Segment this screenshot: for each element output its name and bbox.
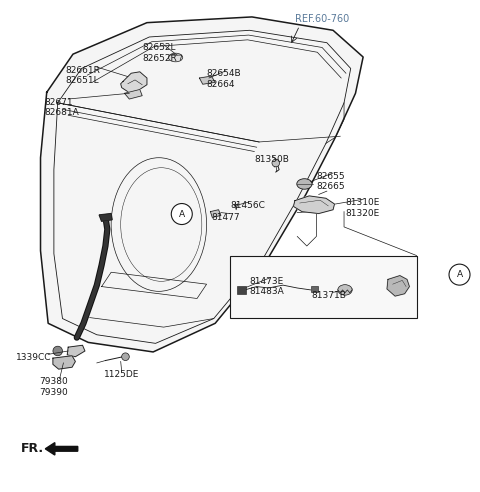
Polygon shape xyxy=(210,210,221,217)
Text: A: A xyxy=(456,270,463,279)
Text: FR.: FR. xyxy=(21,442,44,455)
Bar xyxy=(230,255,417,317)
Text: 81350B: 81350B xyxy=(254,155,289,164)
Ellipse shape xyxy=(168,53,183,62)
Circle shape xyxy=(171,204,192,224)
Bar xyxy=(311,286,318,292)
Circle shape xyxy=(121,353,129,361)
Bar xyxy=(237,286,246,294)
Ellipse shape xyxy=(297,179,312,189)
Polygon shape xyxy=(124,90,142,99)
Ellipse shape xyxy=(338,285,352,295)
Text: 82652L
82652R: 82652L 82652R xyxy=(142,43,177,62)
Text: 81477: 81477 xyxy=(211,213,240,221)
Text: 82661R
82651L: 82661R 82651L xyxy=(66,65,101,85)
Polygon shape xyxy=(67,345,85,357)
Text: 81371B: 81371B xyxy=(312,291,347,300)
Polygon shape xyxy=(120,72,147,93)
Text: 1339CC: 1339CC xyxy=(16,353,51,363)
Text: 82655
82665: 82655 82665 xyxy=(316,172,345,191)
Text: 81473E
81483A: 81473E 81483A xyxy=(250,277,284,296)
Text: 82671
82681A: 82671 82681A xyxy=(44,98,79,118)
Text: REF.60-760: REF.60-760 xyxy=(295,14,349,24)
Text: 82654B
82664: 82654B 82664 xyxy=(206,69,241,89)
Text: 81310E
81320E: 81310E 81320E xyxy=(345,198,379,217)
Polygon shape xyxy=(293,196,335,214)
Polygon shape xyxy=(99,214,112,221)
Text: 79380
79390: 79380 79390 xyxy=(39,377,68,397)
Polygon shape xyxy=(53,356,75,369)
Circle shape xyxy=(272,159,280,167)
Polygon shape xyxy=(387,276,409,296)
Text: 1125DE: 1125DE xyxy=(104,370,139,379)
Polygon shape xyxy=(45,443,78,455)
Polygon shape xyxy=(199,76,215,84)
Polygon shape xyxy=(40,17,363,352)
Circle shape xyxy=(449,264,470,285)
Circle shape xyxy=(53,346,62,356)
Text: 81456C: 81456C xyxy=(230,201,265,210)
Text: A: A xyxy=(179,210,185,218)
